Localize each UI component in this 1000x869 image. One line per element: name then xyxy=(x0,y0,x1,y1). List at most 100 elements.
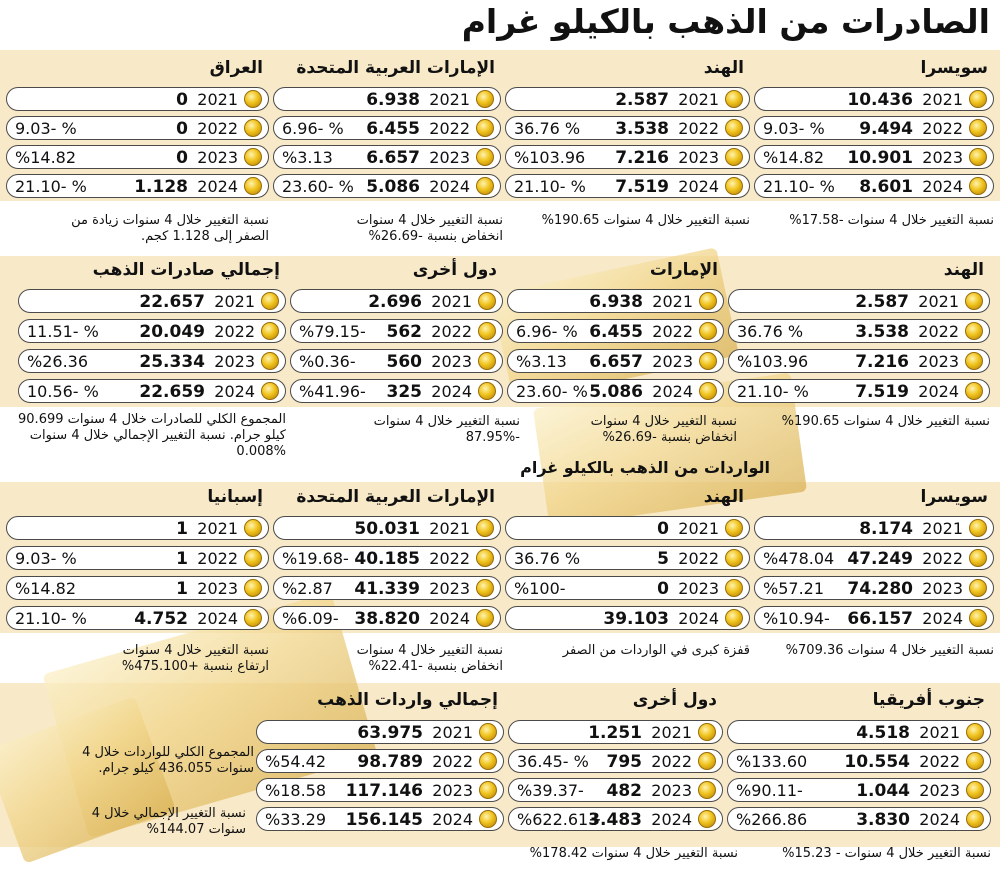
imports2-year-row: 2023 117.146 %18.58 xyxy=(256,778,504,802)
change-percent: 23.60- % xyxy=(282,177,354,196)
gold-coin-icon xyxy=(261,292,279,310)
year-label: 2021 xyxy=(922,519,963,538)
value-kg: 7.216 xyxy=(855,352,909,372)
gold-coin-icon xyxy=(965,292,983,310)
year-label: 2023 xyxy=(429,579,470,598)
imports-country-name: الهند xyxy=(703,487,744,507)
value-kg: 3.538 xyxy=(855,322,909,342)
value-kg: 25.334 xyxy=(139,352,205,372)
value-kg: 1.251 xyxy=(588,723,642,743)
exports2-year-row: 2023 6.657 %3.13 xyxy=(507,349,724,373)
exports-year-row: 2024 8.601 21.10- % xyxy=(754,174,994,198)
exports-note: نسبة التغيير خلال 4 سنوات انخفاض بنسبة -… xyxy=(356,213,503,244)
change-percent: 36.45- % xyxy=(517,752,589,771)
year-label: 2023 xyxy=(214,352,255,371)
gold-coin-icon xyxy=(699,292,717,310)
value-kg: 3.538 xyxy=(615,119,669,139)
exports2-year-row: 2024 325 %41.96- xyxy=(290,379,503,403)
year-label: 2024 xyxy=(432,810,473,829)
gold-coin-icon xyxy=(965,322,983,340)
value-kg: 1 xyxy=(176,519,188,539)
change-percent: %103.96 xyxy=(737,352,809,371)
year-label: 2021 xyxy=(918,292,959,311)
value-kg: 3.483 xyxy=(588,810,642,830)
year-label: 2021 xyxy=(431,292,472,311)
value-kg: 10.554 xyxy=(844,752,910,772)
value-kg: 47.249 xyxy=(847,549,913,569)
change-percent: %57.21 xyxy=(763,579,825,598)
imports-note: نسبة التغيير خلال 4 سنوات ارتفاع بنسبة +… xyxy=(121,643,269,674)
imports2-note: المجموع الكلي للواردات خلال 4 سنوات 436.… xyxy=(82,745,254,776)
imports-note: نسبة التغيير خلال 4 سنوات انخفاض بنسبة -… xyxy=(356,643,503,674)
exports-year-row: 2024 1.128 21.10- % xyxy=(6,174,269,198)
gold-coin-icon xyxy=(261,352,279,370)
exports2-year-row: 2022 562 %79.15- xyxy=(290,319,503,343)
year-label: 2022 xyxy=(918,322,959,341)
gold-coin-icon xyxy=(966,810,984,828)
exports2-year-row: 2021 2.696 xyxy=(290,289,503,313)
exports-country-name: الهند xyxy=(703,58,744,78)
year-label: 2022 xyxy=(919,752,960,771)
change-percent: %14.82 xyxy=(15,579,77,598)
exports2-year-row: 2024 7.519 21.10- % xyxy=(728,379,990,403)
value-kg: 39.103 xyxy=(603,609,669,629)
gold-coin-icon xyxy=(478,292,496,310)
value-kg: 10.436 xyxy=(847,90,913,110)
year-label: 2023 xyxy=(197,579,238,598)
exports-year-row: 2022 9.494 9.03- % xyxy=(754,116,994,140)
change-percent: 10.56- % xyxy=(27,382,99,401)
gold-coin-icon xyxy=(476,177,494,195)
gold-coin-icon xyxy=(725,549,743,567)
imports-note: نسبة التغيير خلال 4 سنوات 709.36% xyxy=(785,643,994,658)
exports-year-row: 2021 2.587 xyxy=(505,87,750,111)
gold-coin-icon xyxy=(476,519,494,537)
imports2-year-row: 2024 156.145 %33.29 xyxy=(256,807,504,831)
gold-coin-icon xyxy=(478,382,496,400)
gold-coin-icon xyxy=(476,148,494,166)
change-percent: %18.58 xyxy=(265,781,327,800)
value-kg: 482 xyxy=(606,781,643,801)
imports-year-row: 2023 74.280 %57.21 xyxy=(754,576,994,600)
year-label: 2024 xyxy=(651,810,692,829)
gold-coin-icon xyxy=(261,382,279,400)
gold-coin-icon xyxy=(965,382,983,400)
change-percent: 21.10- % xyxy=(514,177,586,196)
change-percent: %0.36- xyxy=(299,352,356,371)
exports-country-name: الإمارات العربية المتحدة xyxy=(296,58,495,78)
value-kg: 8.174 xyxy=(859,519,913,539)
change-percent: 36.76 % xyxy=(514,549,581,568)
imports2-year-row: 2024 3.830 %266.86 xyxy=(727,807,991,831)
imports2-year-row: 2022 795 36.45- % xyxy=(508,749,723,773)
imports-year-row: 2024 38.820 %6.09- xyxy=(273,606,501,630)
value-kg: 4.518 xyxy=(856,723,910,743)
change-percent: 6.96- % xyxy=(282,119,344,138)
value-kg: 7.216 xyxy=(615,148,669,168)
gold-coin-icon xyxy=(244,177,262,195)
exports-year-row: 2022 6.455 6.96- % xyxy=(273,116,501,140)
gold-coin-icon xyxy=(969,609,987,627)
year-label: 2021 xyxy=(651,723,692,742)
value-kg: 1 xyxy=(176,549,188,569)
imports-year-row: 2021 8.174 xyxy=(754,516,994,540)
year-label: 2022 xyxy=(197,119,238,138)
year-label: 2022 xyxy=(922,549,963,568)
gold-coin-icon xyxy=(725,519,743,537)
value-kg: 22.659 xyxy=(139,382,205,402)
imports-year-row: 2023 41.339 %2.87 xyxy=(273,576,501,600)
imports-year-row: 2024 66.157 %10.94- xyxy=(754,606,994,630)
gold-coin-icon xyxy=(699,382,717,400)
gold-coin-icon xyxy=(969,177,987,195)
value-kg: 7.519 xyxy=(855,382,909,402)
value-kg: 20.049 xyxy=(139,322,205,342)
value-kg: 0 xyxy=(657,579,669,599)
exports2-year-row: 2023 560 %0.36- xyxy=(290,349,503,373)
exports2-country-name: الهند xyxy=(943,260,984,280)
gold-coin-icon xyxy=(969,579,987,597)
year-label: 2022 xyxy=(678,119,719,138)
change-percent: 23.60- % xyxy=(516,382,588,401)
gold-coin-icon xyxy=(476,579,494,597)
exports2-note: نسبة التغيير خلال 4 سنوات -87.95% xyxy=(373,414,520,445)
exports-year-row: 2021 0 xyxy=(6,87,269,111)
value-kg: 40.185 xyxy=(354,549,420,569)
gold-coin-icon xyxy=(969,148,987,166)
